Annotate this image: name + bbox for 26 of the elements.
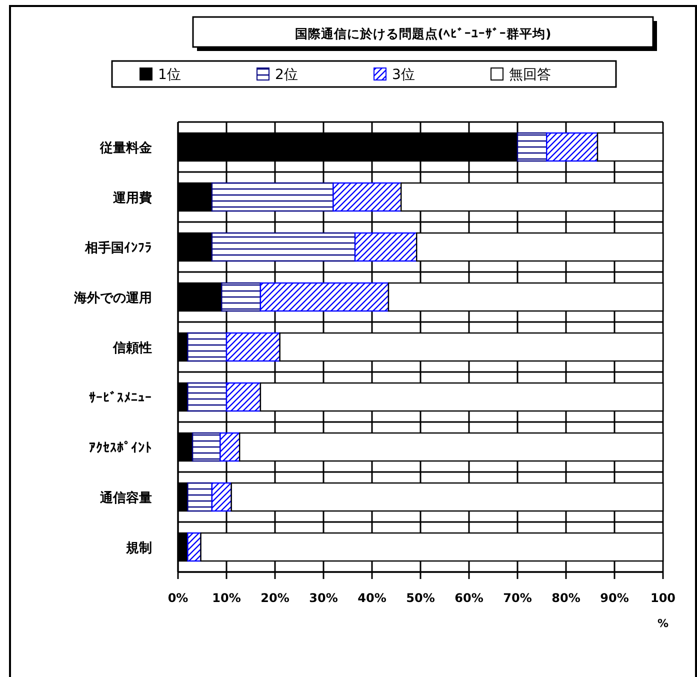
y-tick-label: 通信容量 bbox=[99, 490, 152, 506]
y-tick-label: 信頼性 bbox=[112, 341, 152, 356]
y-tick-label: 相手国ｲﾝﾌﾗ bbox=[84, 240, 152, 256]
legend-label: 1位 bbox=[158, 67, 181, 83]
x-tick-label: 90% bbox=[600, 591, 629, 605]
y-tick-label: 運用費 bbox=[112, 191, 152, 206]
x-tick-label: 20% bbox=[260, 591, 290, 605]
y-tick-label: ｱｸｾｽﾎﾟｲﾝﾄ bbox=[89, 440, 152, 456]
x-tick-label: 40% bbox=[358, 591, 386, 605]
x-axis-title: % bbox=[657, 617, 669, 630]
x-tick-label: 30% bbox=[309, 591, 338, 605]
x-tick-label: 60% bbox=[454, 591, 484, 605]
legend-label: 3位 bbox=[392, 67, 415, 83]
legend-label: 2位 bbox=[275, 67, 298, 83]
y-tick-label: 規制 bbox=[125, 541, 152, 556]
x-tick-label: 0% bbox=[168, 591, 188, 605]
y-tick-label: 海外での運用 bbox=[73, 291, 152, 306]
x-tick-label: 10% bbox=[212, 591, 241, 605]
x-tick-label: 50% bbox=[406, 591, 435, 605]
x-tick-label: 100 bbox=[650, 591, 676, 605]
x-tick-label: 70% bbox=[503, 591, 532, 605]
legend-label: 無回答 bbox=[509, 67, 551, 83]
y-tick-label: 従量料金 bbox=[99, 141, 153, 156]
y-tick-label: ｻｰﾋﾞｽﾒﾆｭｰ bbox=[89, 390, 152, 406]
x-tick-label: 80% bbox=[552, 591, 580, 605]
chart-title: 国際通信に於ける問題点(ﾍﾋﾞｰﾕｰｻﾞｰ群平均) bbox=[294, 26, 552, 41]
